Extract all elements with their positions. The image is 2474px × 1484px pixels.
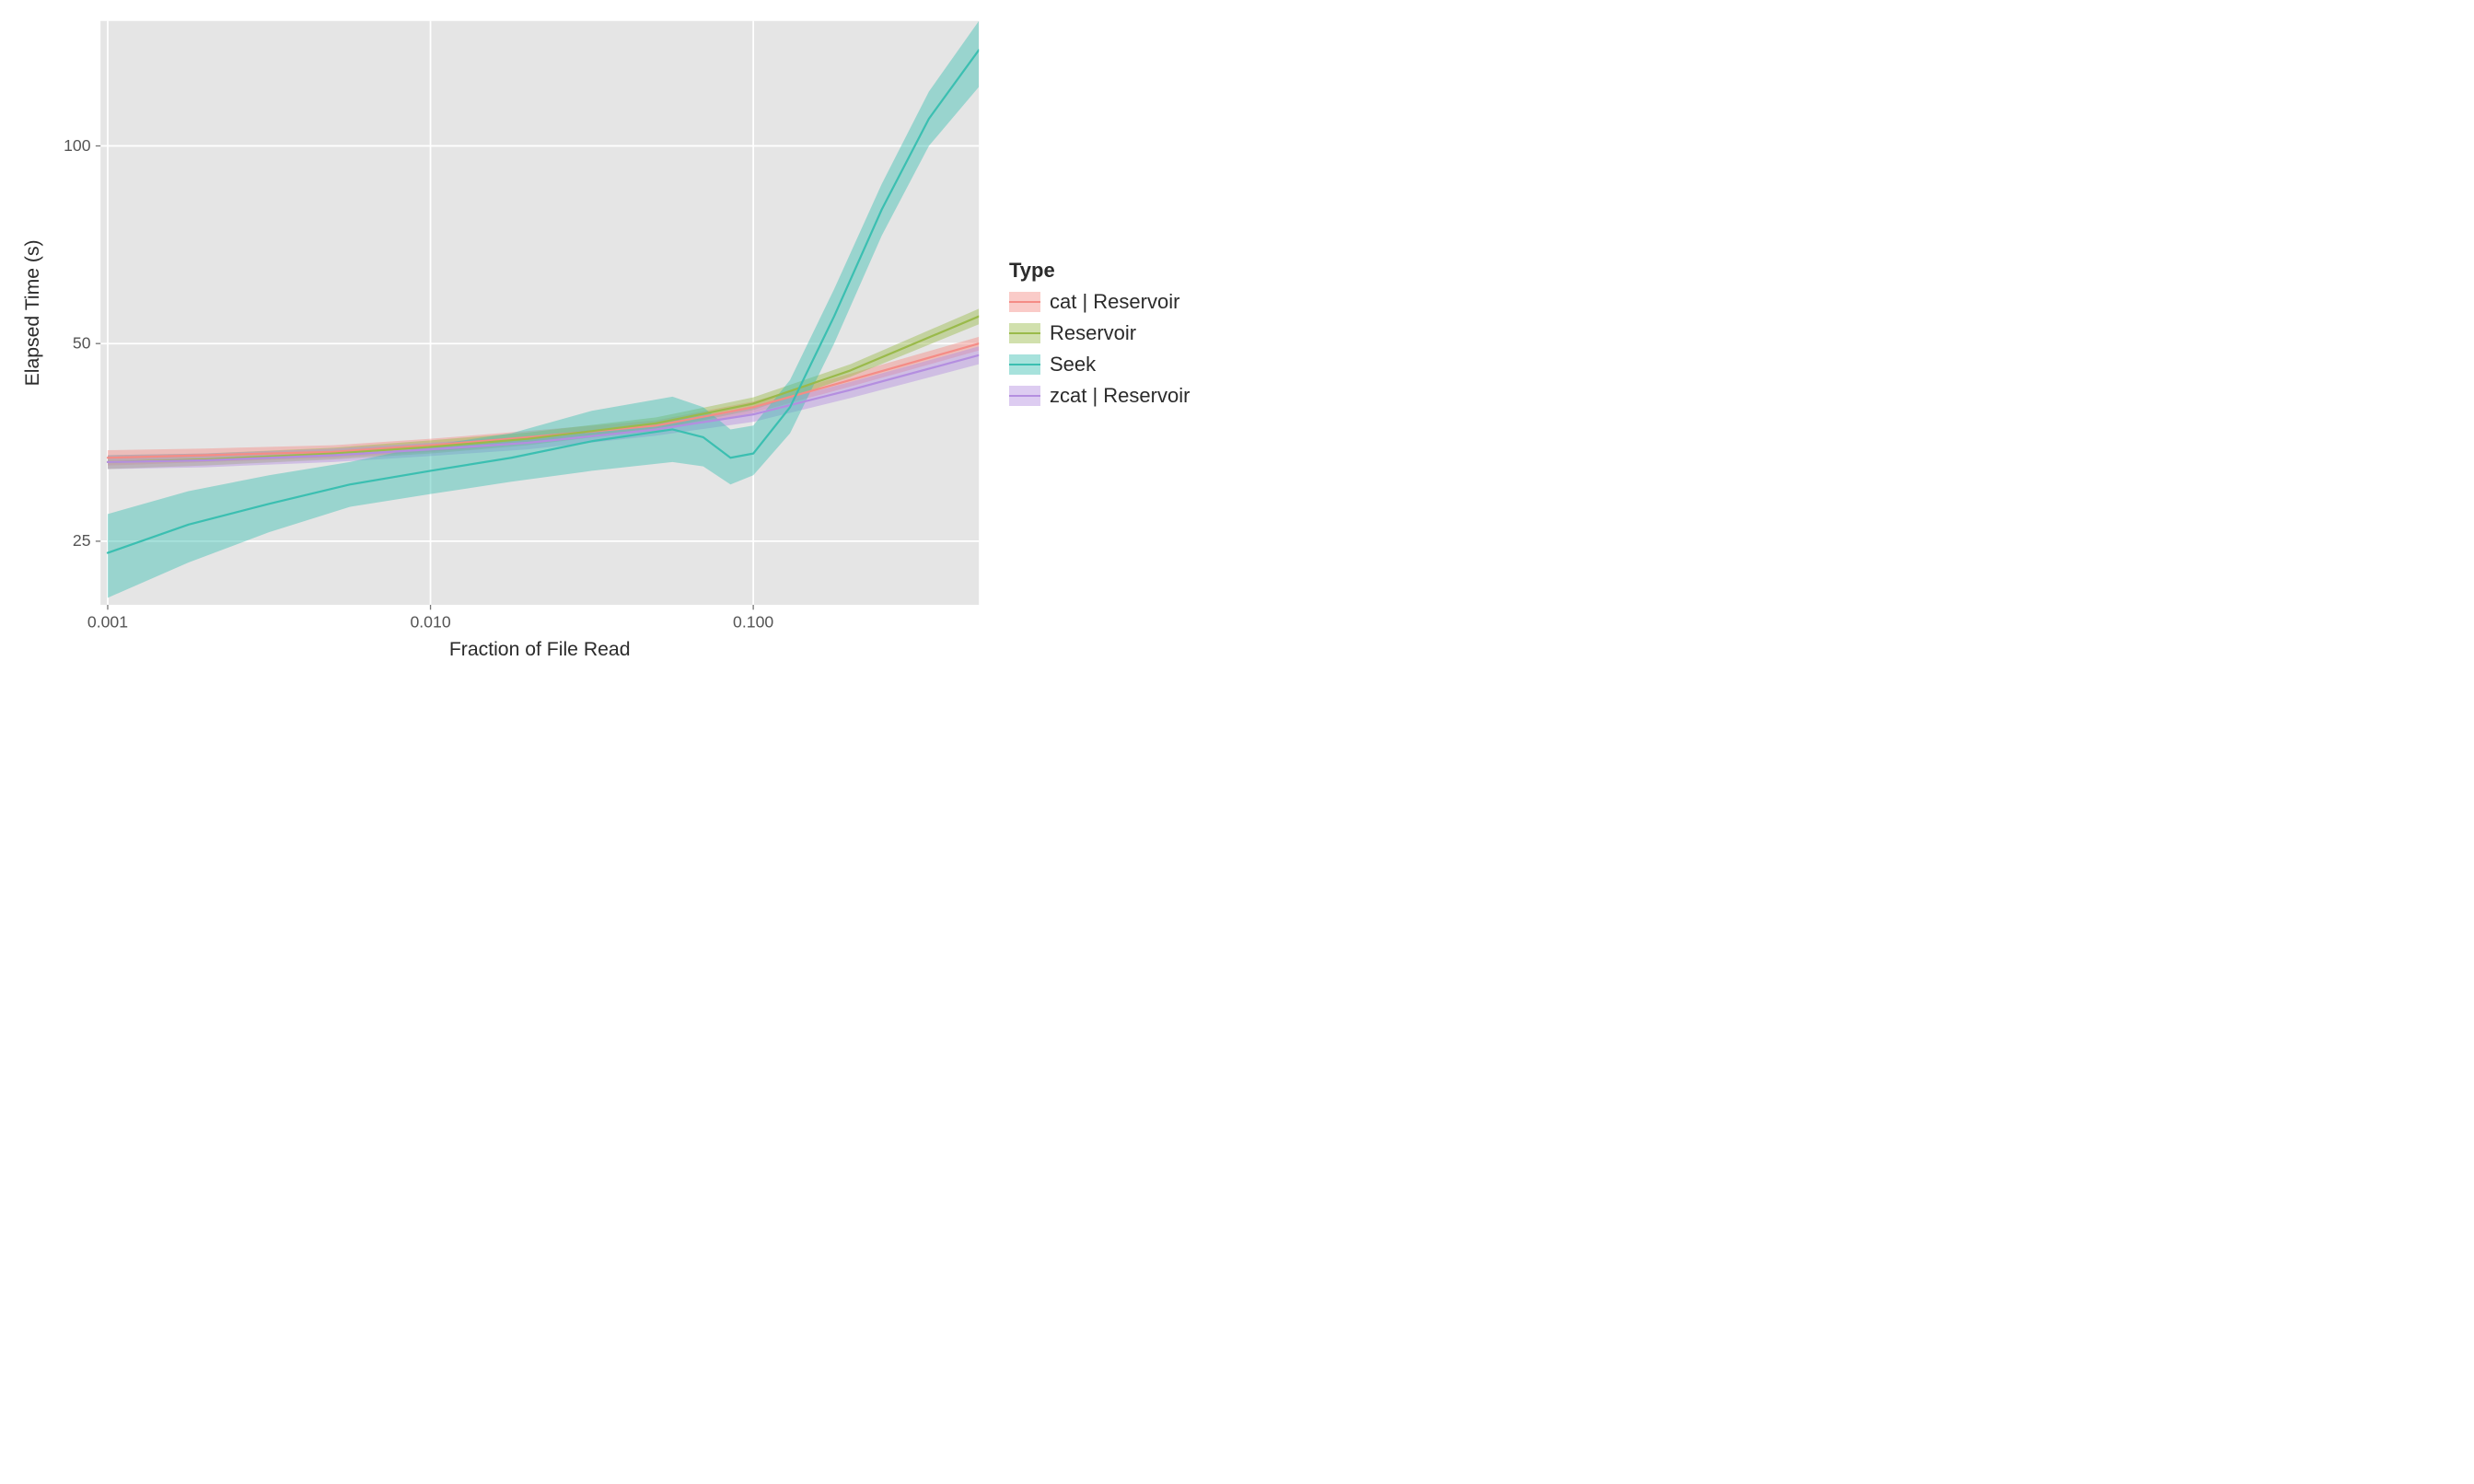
y-axis-label: Elapsed Time (s): [22, 239, 43, 386]
x-tick-label: 0.010: [410, 613, 450, 632]
legend: Type cat | Reservoir Reservoir Seek zcat | …: [1009, 259, 1190, 415]
legend-item: Reservoir: [1009, 321, 1190, 345]
x-axis-label: Fraction of File Read: [449, 639, 631, 660]
y-tick-label: 50: [73, 333, 91, 352]
y-tick-label: 100: [64, 136, 91, 155]
legend-item: Seek: [1009, 353, 1190, 377]
legend-swatch: [1009, 292, 1040, 312]
legend-swatch: [1009, 323, 1040, 343]
legend-item: cat | Reservoir: [1009, 290, 1190, 314]
x-tick-label: 0.100: [733, 613, 773, 632]
legend-title: Type: [1009, 259, 1190, 283]
legend-label: zcat | Reservoir: [1050, 384, 1190, 408]
x-tick-label: 0.001: [87, 613, 128, 632]
legend-label: Seek: [1050, 353, 1096, 377]
legend-swatch: [1009, 354, 1040, 375]
legend-swatch: [1009, 386, 1040, 406]
y-tick-label: 25: [73, 531, 91, 550]
legend-label: cat | Reservoir: [1050, 290, 1179, 314]
elapsed-time-chart: 0.001 0.010 0.100 25 50 100 Fraction of File R…: [11, 11, 987, 662]
legend-label: Reservoir: [1050, 321, 1136, 345]
legend-item: zcat | Reservoir: [1009, 384, 1190, 408]
